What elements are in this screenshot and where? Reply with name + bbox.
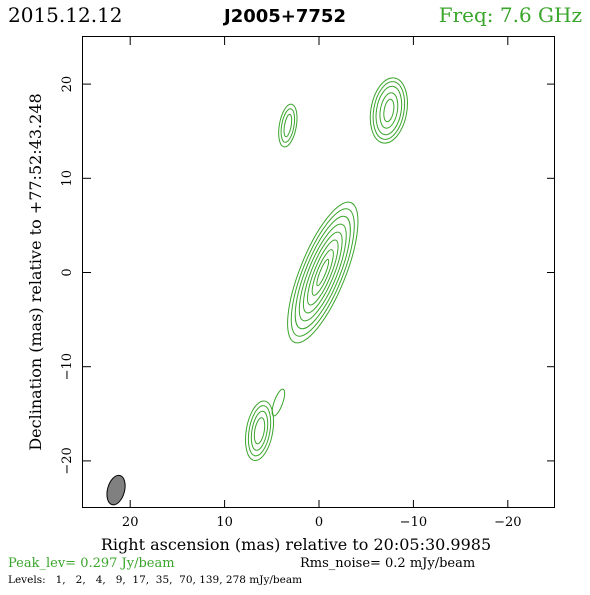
x-tick-label: 20 xyxy=(122,515,139,530)
component-north-east xyxy=(369,77,408,144)
contour-line xyxy=(298,223,347,322)
y-tick-label: −20 xyxy=(60,447,75,474)
peak-level-text: Peak_lev= 0.297 Jy/beam xyxy=(8,556,175,571)
y-tick-label: 0 xyxy=(60,268,75,276)
observation-date: 2015.12.12 xyxy=(8,3,123,27)
source-name-title: J2005+7752 xyxy=(222,6,346,27)
contour-line xyxy=(244,400,275,462)
component-south-west xyxy=(244,400,275,462)
contour-line xyxy=(287,201,359,344)
beam-layer xyxy=(106,474,126,506)
contour-line xyxy=(278,103,298,148)
axis-ticks xyxy=(83,37,555,508)
contour-line xyxy=(311,249,334,296)
beam-ellipse xyxy=(106,474,126,506)
contour-line xyxy=(253,417,266,445)
contour-line xyxy=(375,85,403,136)
rms-noise-text: Rms_noise= 0.2 mJy/beam xyxy=(300,556,475,571)
y-axis-label: Declination (mas) relative to +77:52:43.… xyxy=(26,93,45,450)
contour-line xyxy=(379,92,399,129)
frequency-label: Freq: 7.6 GHz xyxy=(439,3,582,27)
contour-line xyxy=(250,410,269,451)
contour-line xyxy=(247,405,272,457)
contour-line xyxy=(383,98,395,123)
contour-line xyxy=(372,81,406,140)
plot-frame xyxy=(82,36,555,508)
contour-line xyxy=(307,239,339,306)
x-tick-label: −10 xyxy=(400,515,427,530)
x-tick-label: −20 xyxy=(494,515,521,530)
y-tick-label: 10 xyxy=(60,170,75,187)
axis-tick-labels: 20 10 0 −10 −20 20 10 0 −10 −20 xyxy=(60,76,522,530)
contour-line xyxy=(302,231,343,314)
y-tick-label: −10 xyxy=(60,353,75,380)
contour-layer xyxy=(244,77,408,462)
component-south-west-tail xyxy=(271,388,286,417)
component-core xyxy=(287,201,359,344)
component-north-small xyxy=(278,103,298,148)
contour-line xyxy=(271,388,286,417)
x-tick-label: 10 xyxy=(216,515,233,530)
contour-line xyxy=(280,108,296,143)
contour-line xyxy=(283,113,293,138)
x-tick-label: 0 xyxy=(315,515,323,530)
contour-line xyxy=(316,258,330,287)
y-tick-label: 20 xyxy=(60,76,75,93)
x-axis-label: Right ascension (mas) relative to 20:05:… xyxy=(101,535,491,554)
contour-levels-text: Levels: 1, 2, 4, 9, 17, 35, 70, 139, 278… xyxy=(8,574,302,586)
contour-line xyxy=(369,77,408,144)
contour-line xyxy=(290,208,355,337)
contour-line xyxy=(294,215,351,330)
